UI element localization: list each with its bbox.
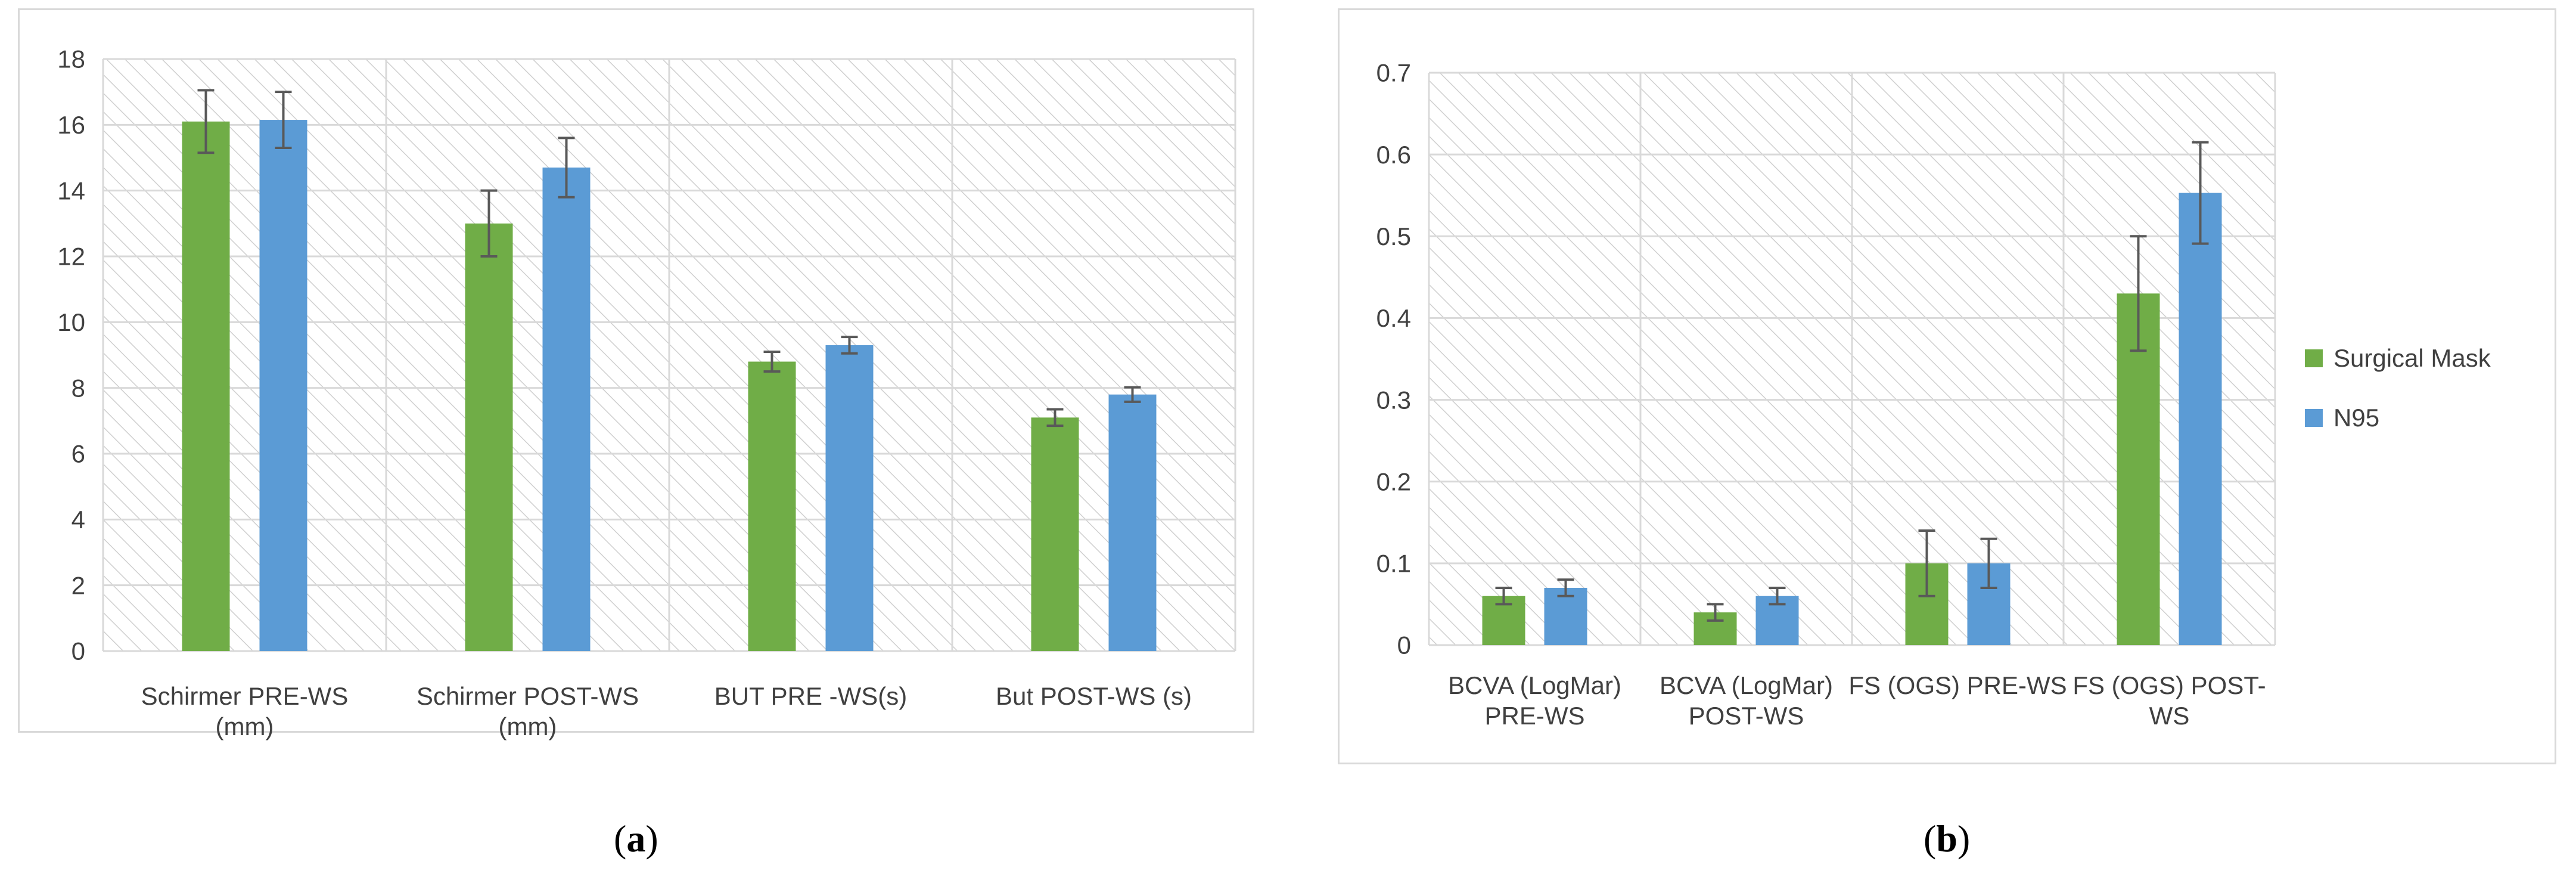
legend-label: Surgical Mask <box>2333 344 2491 372</box>
y-tick-label: 2 <box>72 571 85 599</box>
bar <box>259 120 307 651</box>
y-tick-label: 8 <box>72 374 85 402</box>
y-tick-label: 18 <box>57 45 85 73</box>
y-tick-label: 0.6 <box>1376 141 1411 169</box>
bar <box>465 223 513 651</box>
legend-swatch <box>2305 409 2323 427</box>
chart-panel-a: 0 2 4 6 8 10 12 14 16 18 Schirmer PRE-WS (mm) Schirm… <box>18 8 1254 740</box>
bar <box>748 361 796 651</box>
chart-panel-b: 0 0.1 0.2 0.3 0.4 0.5 0.6 0.7 BCVA (LogMar) PRE-W… <box>1338 8 2556 764</box>
y-tick-label: 0.1 <box>1376 550 1411 578</box>
y-tick-label: 12 <box>57 243 85 271</box>
y-tick-label: 0.2 <box>1376 467 1411 495</box>
bar <box>182 121 230 652</box>
bar <box>1108 394 1157 651</box>
x-category-label: Schirmer PRE-WS <box>141 682 349 710</box>
bar <box>2179 193 2222 646</box>
bar <box>1544 588 1587 645</box>
x-category-label: (mm) <box>499 712 557 740</box>
y-tick-label: 6 <box>72 440 85 468</box>
x-category-label: PRE-WS <box>1485 702 1585 730</box>
y-tick-label: 0.5 <box>1376 222 1411 250</box>
x-category-label: BCVA (LogMar) <box>1448 671 1621 699</box>
x-category-label: BCVA (LogMar) <box>1660 671 1833 699</box>
y-tick-label: 0 <box>1397 631 1411 659</box>
y-tick-label: 10 <box>57 308 85 336</box>
y-tick-label: 0.7 <box>1376 59 1411 87</box>
y-tick-label: 0 <box>72 637 85 665</box>
chart-b: 0 0.1 0.2 0.3 0.4 0.5 0.6 0.7 BCVA (LogMar) PRE-W… <box>1376 59 2491 730</box>
bar <box>825 345 874 651</box>
x-category-label: WS <box>2149 702 2190 730</box>
y-tick-label: 0.3 <box>1376 386 1411 414</box>
legend-label: N95 <box>2333 404 2379 432</box>
x-category-label: Schirmer POST-WS <box>417 682 639 710</box>
legend-swatch <box>2305 349 2323 367</box>
x-category-label: POST-WS <box>1689 702 1804 730</box>
bar <box>1031 417 1079 651</box>
bar <box>2117 293 2160 645</box>
bar <box>542 168 591 651</box>
caption-b: (b) <box>1924 817 1971 860</box>
x-category-label: BUT PRE -WS(s) <box>714 682 908 710</box>
y-tick-label: 14 <box>57 176 85 204</box>
y-tick-label: 0.4 <box>1376 304 1411 332</box>
x-category-label: FS (OGS) POST- <box>2072 671 2266 699</box>
y-tick-label: 4 <box>72 506 85 534</box>
x-category-label: But POST-WS (s) <box>996 682 1192 710</box>
x-category-label: FS (OGS) PRE-WS <box>1848 671 2067 699</box>
caption-a: (a) <box>614 817 658 860</box>
x-category-label: (mm) <box>216 712 274 740</box>
y-tick-label: 16 <box>57 111 85 139</box>
